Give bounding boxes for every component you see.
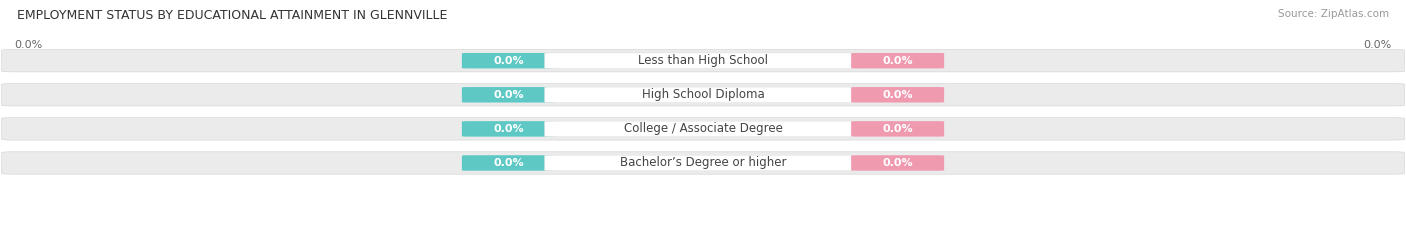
Text: EMPLOYMENT STATUS BY EDUCATIONAL ATTAINMENT IN GLENNVILLE: EMPLOYMENT STATUS BY EDUCATIONAL ATTAINM… [17,9,447,22]
Text: 0.0%: 0.0% [1364,40,1392,50]
FancyBboxPatch shape [461,87,555,103]
FancyBboxPatch shape [461,121,555,137]
Text: Less than High School: Less than High School [638,54,768,67]
FancyBboxPatch shape [851,53,945,69]
Legend: In Labor Force, Unemployed: In Labor Force, Unemployed [603,230,803,233]
FancyBboxPatch shape [461,155,555,171]
Text: 0.0%: 0.0% [494,158,523,168]
FancyBboxPatch shape [544,53,862,69]
Text: 0.0%: 0.0% [494,90,523,100]
FancyBboxPatch shape [851,87,945,103]
Text: 0.0%: 0.0% [883,158,912,168]
Text: 0.0%: 0.0% [883,90,912,100]
FancyBboxPatch shape [851,121,945,137]
FancyBboxPatch shape [1,84,1405,106]
Text: 0.0%: 0.0% [494,124,523,134]
Text: 0.0%: 0.0% [494,56,523,66]
FancyBboxPatch shape [1,118,1405,140]
Text: Source: ZipAtlas.com: Source: ZipAtlas.com [1278,9,1389,19]
Text: 0.0%: 0.0% [883,124,912,134]
FancyBboxPatch shape [1,49,1405,72]
FancyBboxPatch shape [1,152,1405,174]
Text: High School Diploma: High School Diploma [641,88,765,101]
FancyBboxPatch shape [544,87,862,103]
Text: Bachelor’s Degree or higher: Bachelor’s Degree or higher [620,157,786,169]
FancyBboxPatch shape [851,155,945,171]
Text: 0.0%: 0.0% [883,56,912,66]
FancyBboxPatch shape [544,121,862,137]
Text: 0.0%: 0.0% [14,40,42,50]
FancyBboxPatch shape [544,155,862,171]
FancyBboxPatch shape [461,53,555,69]
Text: College / Associate Degree: College / Associate Degree [624,122,782,135]
